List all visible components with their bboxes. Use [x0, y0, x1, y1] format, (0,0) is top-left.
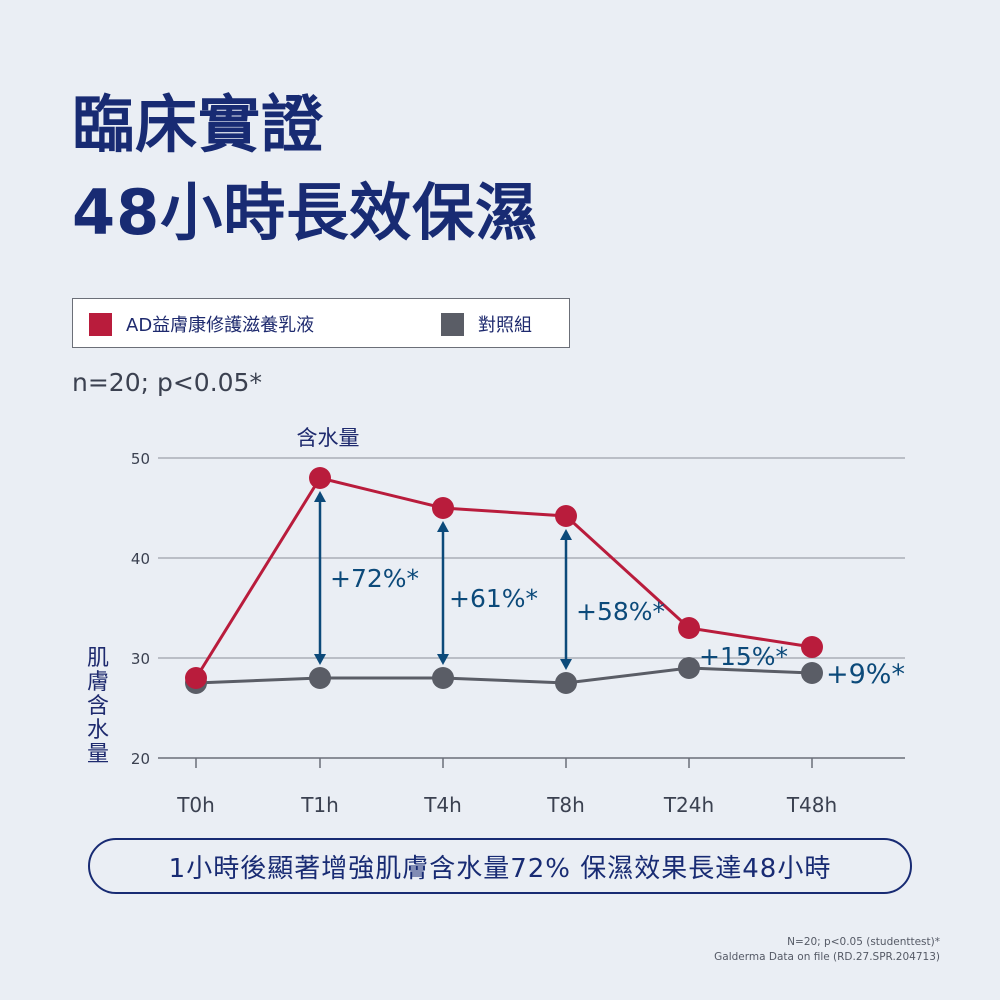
difference-label: +61%* — [449, 584, 538, 613]
difference-label: +58%* — [576, 597, 665, 626]
data-point — [309, 667, 331, 689]
y-axis-label-char: 含 — [87, 694, 109, 719]
legend-item-control: 對照組 — [441, 311, 532, 337]
difference-label: +9%* — [826, 659, 905, 690]
x-tick-label: T1h — [300, 793, 339, 817]
x-tick-label: T4h — [423, 793, 462, 817]
data-point — [801, 636, 823, 658]
x-tick-label: T8h — [546, 793, 585, 817]
page-title-line1: 臨床實證 — [72, 88, 325, 161]
legend-item-product: AD益膚康修護滋養乳液 — [89, 311, 314, 337]
arrow-head-up — [314, 491, 326, 502]
legend-label-control: 對照組 — [478, 315, 532, 336]
arrow-head-up — [560, 529, 572, 540]
y-tick-label: 40 — [131, 550, 150, 568]
arrow-head-up — [437, 521, 449, 532]
data-point — [678, 617, 700, 639]
sample-size-note: n=20; p<0.05* — [72, 368, 262, 397]
chart-title: 含水量 — [297, 426, 360, 450]
x-tick-label: T48h — [786, 793, 837, 817]
arrow-head-down — [437, 654, 449, 665]
y-tick-label: 50 — [131, 450, 150, 468]
x-tick-label: T24h — [663, 793, 714, 817]
y-tick-label: 20 — [131, 750, 150, 768]
difference-label: +72%* — [330, 564, 419, 593]
arrow-head-down — [560, 659, 572, 670]
data-point — [309, 467, 331, 489]
y-axis-label-char: 量 — [87, 742, 109, 767]
data-point — [801, 662, 823, 684]
arrow-head-down — [314, 654, 326, 665]
result-callout: 1小時後顯著增強肌膚含水量72% 保濕效果長達48小時 — [88, 838, 912, 894]
y-axis-label-char: 膚 — [87, 670, 109, 695]
legend-swatch-product — [89, 312, 112, 336]
footnote-stats: N=20; p<0.05 (studenttest)* — [787, 936, 940, 948]
page-title-line2: 48小時長效保濕 — [72, 176, 539, 249]
legend-swatch-control — [441, 312, 464, 336]
chart-legend: AD益膚康修護滋養乳液 對照組 — [72, 298, 570, 348]
data-point — [555, 672, 577, 694]
footnote-source: Galderma Data on file (RD.27.SPR.204713) — [714, 951, 940, 963]
series-line — [194, 476, 813, 679]
data-point — [432, 497, 454, 519]
x-tick-label: T0h — [176, 793, 215, 817]
difference-label: +15%* — [699, 642, 788, 671]
series-line — [195, 666, 813, 685]
data-point — [185, 667, 207, 689]
legend-label-product: AD益膚康修護滋養乳液 — [126, 315, 315, 336]
data-point — [678, 657, 700, 679]
y-axis-label-char: 水 — [87, 718, 109, 743]
y-tick-label: 30 — [131, 650, 150, 668]
data-point — [555, 505, 577, 527]
y-axis-label-char: 肌 — [87, 646, 109, 671]
data-point — [432, 667, 454, 689]
